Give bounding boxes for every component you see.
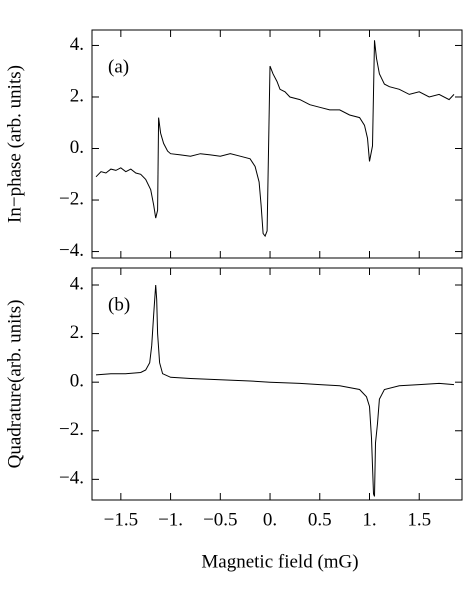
y-axis-label: In−phase (arb. units) xyxy=(4,65,25,223)
y-tick-label: 0. xyxy=(70,371,84,392)
data-line xyxy=(95,40,455,238)
x-tick-label: 1.5 xyxy=(407,509,431,530)
y-tick-label: 2. xyxy=(70,322,84,343)
y-tick-label: −4. xyxy=(59,468,84,489)
y-tick-label: 2. xyxy=(70,85,84,106)
y-tick-label: 4. xyxy=(70,273,84,294)
plot-frame xyxy=(91,267,463,501)
x-tick-label: 1. xyxy=(362,509,376,530)
panel-label: (a) xyxy=(108,56,129,77)
x-tick-label: −1.5 xyxy=(104,509,138,530)
plot-frame xyxy=(91,29,463,259)
y-tick-label: −2. xyxy=(59,188,84,209)
y-tick-label: 4. xyxy=(70,34,84,55)
y-tick-label: −4. xyxy=(59,240,84,261)
x-axis-label: Magnetic field (mG) xyxy=(201,551,358,572)
data-line xyxy=(95,284,455,497)
x-tick-label: 0. xyxy=(263,509,277,530)
y-tick-label: −2. xyxy=(59,419,84,440)
x-tick-label: 0.5 xyxy=(308,509,332,530)
y-tick-label: 0. xyxy=(70,137,84,158)
x-tick-label: −0.5 xyxy=(203,509,237,530)
panel-label: (b) xyxy=(108,294,130,315)
x-tick-label: −1. xyxy=(158,509,183,530)
y-axis-label: Quadrature(arb. units) xyxy=(4,300,25,469)
